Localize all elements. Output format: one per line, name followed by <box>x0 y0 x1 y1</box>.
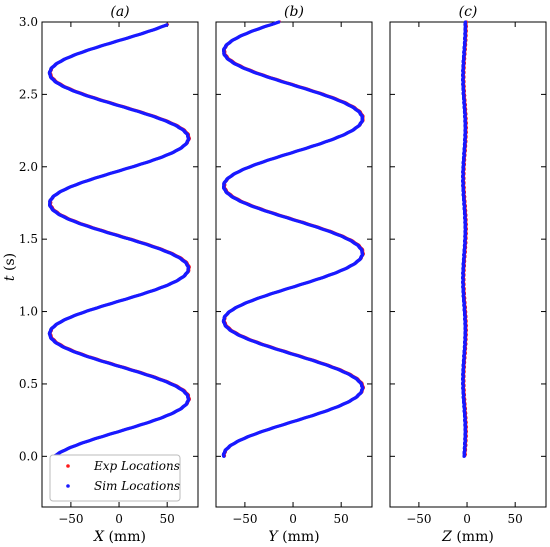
x-tick-label: 50 <box>334 512 349 526</box>
x-tick-label: 0 <box>115 512 123 526</box>
y-tick-label: 1.0 <box>19 305 38 319</box>
panel-frame <box>41 21 199 508</box>
x-tick-label: −50 <box>232 512 257 526</box>
panel-1: (b) −50 0 50 Y (mm) <box>215 4 373 545</box>
x-axis-title: Y (mm) <box>268 529 319 545</box>
series-sim <box>221 20 365 458</box>
x-tick-label: 50 <box>160 512 175 526</box>
y-tick-label: 2.0 <box>19 160 38 174</box>
y-tick-label: 3.0 <box>19 15 38 29</box>
y-tick-label: 0.0 <box>19 449 38 463</box>
y-tick-label: 0.5 <box>19 377 38 391</box>
panel-frame <box>215 21 373 508</box>
y-tick-label: 2.5 <box>19 87 38 101</box>
sim-point <box>165 23 169 27</box>
panel-0: (a) −50 0 50 0.0 0.5 1.0 1.5 2.0 2.5 3.0 X (mm) <box>19 4 199 545</box>
x-tick-label: 0 <box>289 512 297 526</box>
y-tick-label: 1.5 <box>19 232 38 246</box>
series-sim <box>47 23 191 458</box>
panel-title: (b) <box>284 4 304 20</box>
x-tick-label: −50 <box>58 512 83 526</box>
x-axis-title: X (mm) <box>93 529 146 545</box>
panels-group: (a) −50 0 50 0.0 0.5 1.0 1.5 2.0 2.5 3.0 X (mm) (b) −… <box>19 4 547 545</box>
panel-title: (a) <box>110 4 129 20</box>
